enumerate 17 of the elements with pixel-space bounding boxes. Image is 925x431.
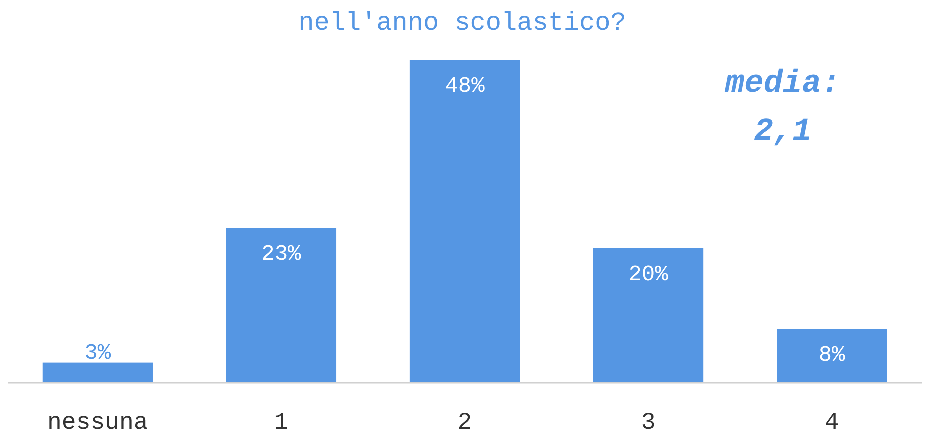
x-tick-label: 3: [641, 410, 656, 431]
bar: [410, 60, 520, 383]
bar: [226, 228, 337, 383]
data-label: 20%: [628, 262, 670, 288]
x-tick-label: 4: [824, 410, 840, 431]
x-tick-label: 1: [274, 410, 289, 431]
data-label: 48%: [445, 74, 486, 99]
bar: [593, 248, 704, 383]
bar: [42, 362, 153, 383]
bar: [777, 329, 888, 383]
x-tick-label: 2: [458, 410, 472, 431]
data-label: 3%: [84, 340, 112, 366]
x-tick-label: nessuna: [48, 410, 148, 431]
chart-title: nell'anno scolastico?: [298, 8, 626, 38]
data-label: 23%: [262, 242, 302, 268]
annotation: media: 2,1: [724, 65, 841, 150]
data-label: 8%: [818, 343, 846, 368]
